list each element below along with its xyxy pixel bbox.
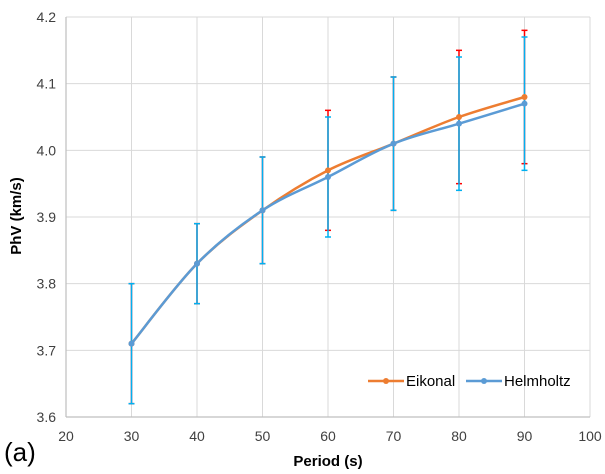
- y-tick-label: 4.2: [37, 9, 57, 25]
- data-point-eikonal: [456, 114, 462, 120]
- x-tick-label: 100: [578, 428, 602, 444]
- axes: [65, 17, 590, 418]
- y-tick-label: 3.7: [37, 342, 57, 358]
- y-tick-label: 3.9: [37, 209, 57, 225]
- legend-marker-eikonal: [383, 378, 389, 384]
- y-tick-label: 3.8: [37, 276, 57, 292]
- data-point-helmholtz: [521, 100, 528, 107]
- data-point-helmholtz: [194, 260, 200, 267]
- data-point-helmholtz: [128, 340, 135, 347]
- x-tick-label: 60: [320, 428, 336, 444]
- panel-label: (a): [4, 437, 36, 467]
- x-tick-label: 50: [255, 428, 271, 444]
- x-tick-label: 80: [451, 428, 467, 444]
- tick-labels: 20 30 40 50 60 70 80 90 100 3.6 3.7 3.8 3.9 4.0 4.1 4.2: [37, 9, 602, 444]
- x-tick-label: 20: [58, 428, 74, 444]
- y-tick-label: 3.6: [37, 409, 57, 425]
- data-point-eikonal: [325, 167, 331, 174]
- x-tick-label: 40: [189, 428, 205, 444]
- x-tick-label: 90: [517, 428, 533, 444]
- legend-marker-helmholtz: [481, 378, 487, 384]
- legend-label-eikonal: Eikonal: [406, 373, 455, 390]
- y-tick-label: 4.0: [37, 142, 57, 158]
- data-point-eikonal: [521, 94, 528, 100]
- y-tick-label: 4.1: [37, 76, 57, 92]
- data-point-helmholtz: [390, 140, 397, 147]
- x-tick-label: 30: [124, 428, 140, 444]
- legend-label-helmholtz: Helmholtz: [504, 373, 571, 390]
- x-axis-title: Period (s): [293, 453, 362, 470]
- series: [128, 94, 528, 347]
- y-axis-title: PhV (km/s): [8, 177, 25, 255]
- data-point-helmholtz: [259, 207, 266, 214]
- data-point-helmholtz: [325, 174, 331, 180]
- data-point-helmholtz: [456, 120, 462, 127]
- legend: Eikonal Helmholtz: [368, 373, 571, 390]
- x-tick-label: 70: [386, 428, 402, 444]
